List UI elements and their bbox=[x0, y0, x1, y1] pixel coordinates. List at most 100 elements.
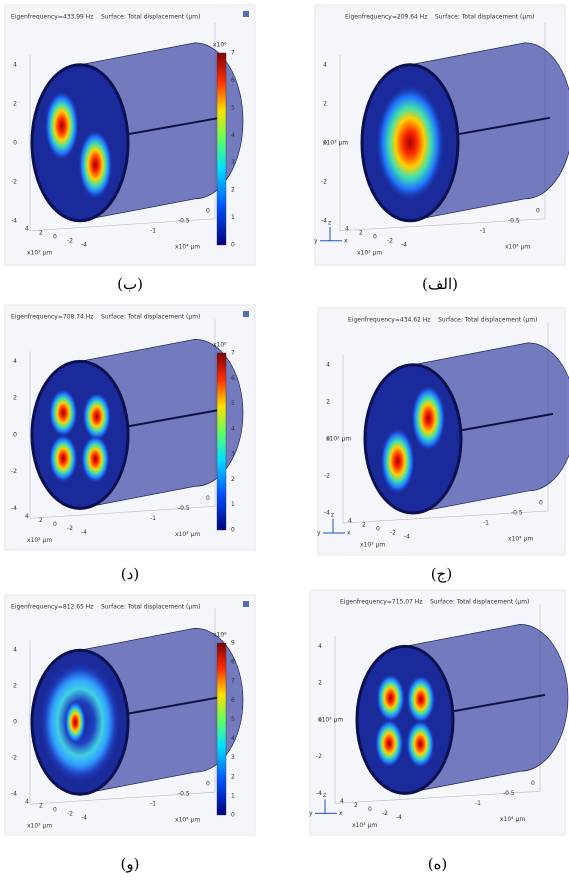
triad-label: z bbox=[331, 512, 334, 519]
z-tick-label: 0 bbox=[13, 719, 17, 726]
x-tick-label: 2 bbox=[359, 229, 363, 236]
colorbar bbox=[217, 53, 226, 245]
z-tick-label: 2 bbox=[13, 683, 17, 690]
colorbar-tick-label: 7 bbox=[231, 50, 235, 57]
panel: Eigenfrequency=434.62 HzSurface: Total d… bbox=[317, 308, 569, 555]
y-tick-label: -1 bbox=[150, 227, 156, 234]
x-tick-label: 2 bbox=[39, 517, 43, 524]
mode-lobe bbox=[44, 91, 79, 161]
y-unit: x10⁴ µm bbox=[175, 531, 200, 538]
mode-lobe bbox=[65, 701, 86, 744]
colorbar-tick-label: 2 bbox=[231, 773, 235, 780]
colorbar-tick-label: 0 bbox=[231, 812, 235, 819]
mode-lobe bbox=[375, 719, 404, 768]
colorbar-tick-label: 6 bbox=[231, 375, 235, 382]
x-unit: x10³ µm bbox=[27, 823, 52, 830]
eigenfrequency: Eigenfrequency=708.74 Hz bbox=[11, 314, 93, 321]
export-icon bbox=[243, 311, 249, 317]
surface-label: Surface: Total displacement (µm) bbox=[435, 14, 534, 21]
colorbar bbox=[217, 643, 226, 815]
x-tick-label: 4 bbox=[25, 799, 29, 806]
triad-label: y bbox=[317, 530, 321, 537]
colorbar-tick-label: 4 bbox=[231, 425, 235, 432]
x-tick-label: -2 bbox=[387, 237, 393, 244]
x-tick-label: -2 bbox=[382, 810, 388, 817]
y-tick-label: -0.5 bbox=[508, 217, 520, 224]
colorbar-tick-label: 0 bbox=[231, 242, 235, 249]
z-tick-label: -2 bbox=[316, 753, 322, 760]
colorbar-tick-label: 1 bbox=[231, 501, 235, 508]
triad-label: y bbox=[314, 237, 318, 244]
x-tick-label: 4 bbox=[340, 798, 344, 805]
x-tick-label: -4 bbox=[404, 534, 410, 541]
triad-label: x bbox=[344, 237, 348, 244]
colorbar-tick-label: 0 bbox=[231, 527, 235, 534]
mode-lobe bbox=[78, 130, 113, 200]
x-tick-label: -2 bbox=[67, 811, 73, 818]
z-tick-label: 2 bbox=[323, 100, 327, 107]
eigenfrequency: Eigenfrequency=433.99 Hz bbox=[11, 14, 93, 21]
figure: Eigenfrequency=433.99 Hz Surface: Total d… bbox=[0, 0, 569, 882]
mode-lobe bbox=[380, 428, 415, 495]
caption: (و) bbox=[121, 855, 140, 873]
caption: (ه) bbox=[428, 855, 448, 873]
caption: (الف) bbox=[422, 275, 458, 293]
x-tick-label: 4 bbox=[25, 225, 29, 232]
y-unit: x10⁴ µm bbox=[505, 243, 530, 250]
x-tick-label: 4 bbox=[348, 518, 352, 525]
y-tick-label: 0 bbox=[539, 500, 543, 507]
cylinder-face bbox=[32, 361, 128, 508]
surface-label: Surface: Total displacement (µm) bbox=[438, 317, 537, 324]
colorbar-tick-label: 1 bbox=[231, 214, 235, 221]
mode-lobe bbox=[82, 392, 111, 441]
z-tick-label: 4 bbox=[13, 358, 17, 365]
y-tick-label: -0.5 bbox=[178, 217, 190, 224]
surface-label: Surface: Total displacement (µm) bbox=[430, 599, 529, 606]
z-tick-label: -4 bbox=[316, 790, 322, 797]
x-tick-label: 0 bbox=[376, 526, 380, 533]
z-tick-label: 0 bbox=[13, 431, 17, 438]
export-icon bbox=[243, 11, 249, 17]
z-unit: x10³ µm bbox=[318, 716, 343, 723]
colorbar-tick-label: 4 bbox=[231, 132, 235, 139]
eigenfrequency: Eigenfrequency=812.65 Hz bbox=[11, 604, 93, 611]
y-tick-label: -1 bbox=[480, 227, 486, 234]
colorbar-tick-label: 7 bbox=[231, 678, 235, 685]
z-tick-label: -2 bbox=[321, 178, 327, 185]
colorbar-tick-label: 2 bbox=[231, 476, 235, 483]
caption: (ب) bbox=[117, 275, 143, 293]
colorbar-tick-label: 5 bbox=[231, 716, 235, 723]
y-tick-label: 0 bbox=[536, 207, 540, 214]
y-unit: x10⁴ µm bbox=[508, 536, 533, 543]
x-unit: x10³ µm bbox=[352, 822, 377, 829]
y-tick-label: 0 bbox=[206, 781, 210, 788]
mode-lobe bbox=[49, 434, 78, 483]
colorbar-tick-label: 1 bbox=[231, 792, 235, 799]
mode-lobe bbox=[411, 385, 446, 452]
x-unit: x10³ µm bbox=[27, 537, 52, 544]
x-tick-label: -4 bbox=[81, 241, 87, 248]
x-tick-label: -2 bbox=[390, 530, 396, 537]
y-unit: x10⁴ µm bbox=[175, 243, 200, 250]
z-unit: x10³ µm bbox=[323, 139, 348, 146]
surface-label: Surface: Total displacement (µm) bbox=[101, 604, 200, 611]
colorbar-tick-label: 6 bbox=[231, 77, 235, 84]
z-tick-label: 4 bbox=[318, 643, 322, 650]
mode-lobe bbox=[375, 84, 444, 201]
eigenfrequency: Eigenfrequency=209.64 Hz bbox=[345, 14, 427, 21]
z-tick-label: -2 bbox=[11, 468, 17, 475]
z-tick-label: -4 bbox=[321, 217, 327, 224]
colorbar-exponent: x10⁶ bbox=[213, 632, 227, 639]
z-tick-label: -2 bbox=[11, 178, 17, 185]
mode-lobe bbox=[49, 389, 78, 438]
y-tick-label: -1 bbox=[483, 520, 489, 527]
y-unit: x10⁴ µm bbox=[175, 817, 200, 824]
z-tick-label: 0 bbox=[13, 139, 17, 146]
y-unit: x10⁴ µm bbox=[500, 816, 525, 823]
x-tick-label: 2 bbox=[39, 803, 43, 810]
panel: Eigenfrequency=708.74 HzSurface: Total d… bbox=[5, 305, 255, 550]
x-tick-label: 2 bbox=[354, 802, 358, 809]
cylinder-face bbox=[357, 646, 453, 793]
caption: (ج) bbox=[431, 565, 452, 583]
